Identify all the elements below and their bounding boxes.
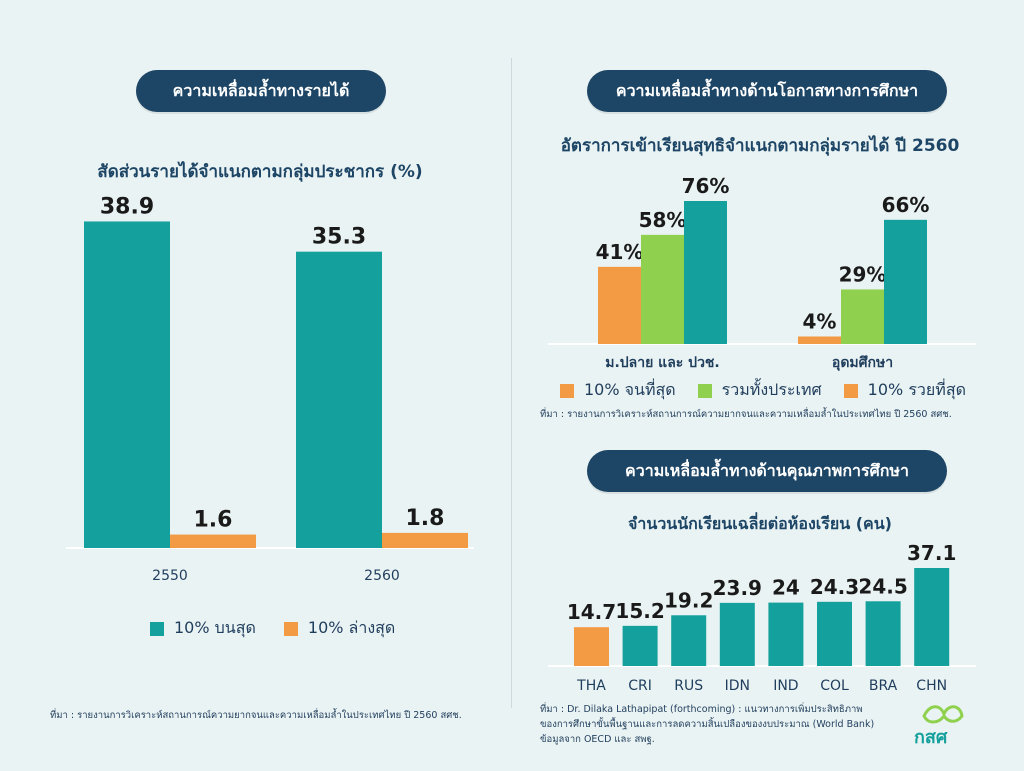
- x-tick-label: BRA: [869, 678, 898, 694]
- legend-label: 10% จนที่สุด: [584, 380, 676, 399]
- data-label: 14.7: [567, 600, 616, 624]
- x-tick-label: COL: [820, 678, 849, 694]
- data-label: 29%: [839, 262, 887, 286]
- data-label: 24.3: [810, 575, 859, 599]
- x-tick-label: RUS: [674, 678, 703, 694]
- legend-richest-10: 10% รวยที่สุด: [843, 378, 966, 403]
- bar-2-1: [884, 219, 927, 344]
- data-label: 15.2: [615, 599, 664, 623]
- legend-label: รวมทั้งประเทศ: [721, 380, 822, 399]
- data-label: 41%: [596, 240, 644, 264]
- bar-bottom10-2560: [382, 532, 468, 548]
- legend-swatch-orange: [843, 383, 858, 398]
- x-tick-label: 2560: [364, 568, 400, 584]
- data-label: 23.9: [713, 576, 762, 600]
- enrollment-rate-subtitle: อัตราการเข้าเรียนสุทธิจำแนกตามกลุ่มรายได…: [560, 136, 960, 156]
- bar-0-0: [598, 266, 641, 344]
- data-label: 76%: [682, 174, 730, 198]
- x-tick-label: CRI: [628, 678, 652, 694]
- income-share-subtitle: สัดส่วนรายได้จำแนกตามกลุ่มประชากร (%): [97, 162, 423, 182]
- enrollment-legend: 10% จนที่สุด รวมทั้งประเทศ 10% รวยที่สุด: [560, 378, 966, 403]
- source-line: ข้อมูลจาก OECD และ สพฐ.: [540, 734, 655, 745]
- x-tick-label: 2550: [152, 568, 188, 584]
- data-label: 4%: [803, 309, 837, 333]
- legend-label: 10% บนสุด: [174, 618, 256, 637]
- bar-COL: [817, 601, 852, 666]
- x-tick-label: IDN: [725, 678, 750, 694]
- data-label: 58%: [639, 208, 687, 232]
- logo-mark-icon: [922, 705, 964, 724]
- education-quality-heading: ความเหลื่อมล้ำทางด้านคุณภาพการศึกษา: [587, 450, 947, 492]
- legend-national: รวมทั้งประเทศ: [697, 378, 822, 403]
- bar-IDN: [719, 602, 755, 666]
- income-inequality-heading: ความเหลื่อมล้ำทางรายได้: [136, 70, 386, 112]
- data-label: 37.1: [907, 541, 956, 565]
- legend-poorest-10: 10% จนที่สุด: [560, 378, 676, 403]
- income-legend: 10% บนสุด 10% ล่างสุด: [150, 616, 423, 641]
- data-label: 1.6: [194, 508, 233, 533]
- x-tick-label: IND: [773, 678, 798, 694]
- bar-THA: [574, 627, 609, 666]
- legend-swatch-teal: [150, 621, 164, 636]
- students-per-class-subtitle: จำนวนนักเรียนเฉลี่ยต่อห้องเรียน (คน): [628, 514, 892, 533]
- legend-bottom-10: 10% ล่างสุด: [283, 616, 396, 641]
- data-label: 35.3: [312, 225, 366, 250]
- income-source: ที่มา : รายงานการวิเคราะห์สถานการณ์ความย…: [50, 710, 462, 721]
- logo-text: กสศ: [914, 727, 948, 748]
- data-label: 38.9: [100, 194, 154, 219]
- eef-logo: กสศ: [912, 702, 982, 748]
- bar-0-1: [798, 336, 841, 344]
- quality-source: ที่มา : Dr. Dilaka Lathapipat (forthcomi…: [540, 702, 874, 747]
- data-label: 24.5: [858, 574, 907, 598]
- enrollment-source: ที่มา : รายงานการวิเคราะห์สถานการณ์ความย…: [540, 409, 952, 420]
- legend-swatch-orange: [283, 621, 298, 636]
- legend-label: 10% ล่างสุด: [307, 618, 396, 637]
- data-label: 66%: [882, 193, 930, 217]
- legend-swatch-green: [697, 383, 712, 398]
- data-label: 19.2: [664, 588, 713, 612]
- bar-BRA: [865, 601, 901, 666]
- bar-1-0: [641, 234, 684, 344]
- bar-IND: [768, 602, 804, 666]
- panel-divider: [511, 58, 512, 708]
- x-tick-label: CHN: [916, 678, 947, 694]
- bar-bottom10-2550: [170, 534, 256, 548]
- source-line: ที่มา : Dr. Dilaka Lathapipat (forthcomi…: [540, 704, 863, 715]
- x-tick-label: อุดมศึกษา: [832, 354, 893, 371]
- bar-top10-2560: [296, 251, 382, 549]
- x-tick-label: ม.ปลาย และ ปวช.: [605, 355, 720, 371]
- data-label: 24: [772, 576, 800, 600]
- bar-top10-2550: [84, 221, 170, 548]
- bar-CRI: [622, 625, 658, 666]
- legend-top-10: 10% บนสุด: [150, 616, 256, 641]
- bar-2-0: [684, 201, 727, 344]
- bar-RUS: [671, 615, 707, 666]
- source-line: ของการศึกษาขั้นพื้นฐานและการลดความสิ้นเป…: [540, 719, 875, 730]
- data-label: 1.8: [406, 506, 445, 531]
- bar-1-1: [841, 289, 884, 344]
- x-tick-label: THA: [576, 678, 606, 694]
- bar-CHN: [914, 568, 950, 666]
- legend-label: 10% รวยที่สุด: [867, 380, 966, 399]
- legend-swatch-orange: [560, 383, 574, 398]
- education-opportunity-heading: ความเหลื่อมล้ำทางด้านโอกาสทางการศึกษา: [587, 70, 947, 112]
